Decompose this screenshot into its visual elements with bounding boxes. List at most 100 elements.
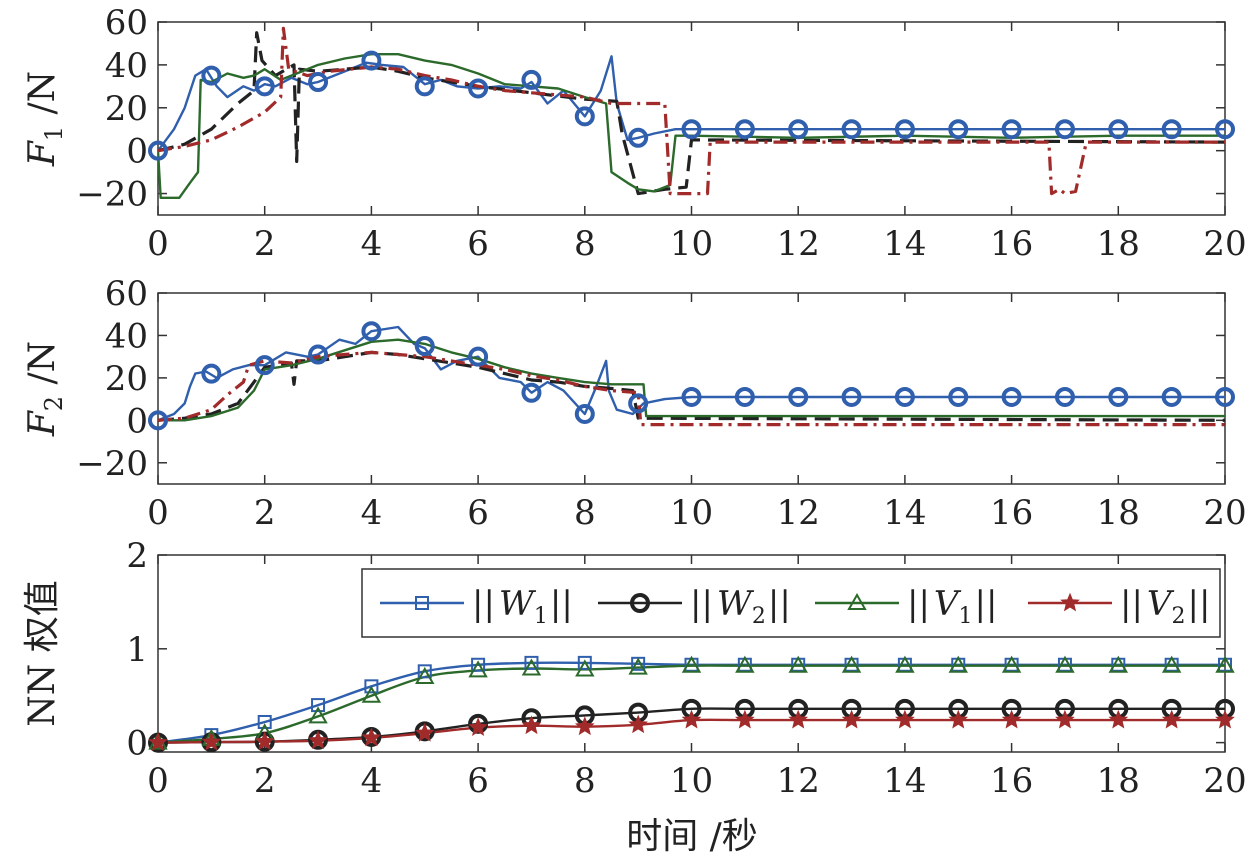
series-group (158, 26, 1225, 199)
x-tick-label: 16 (990, 224, 1033, 264)
y-tick-label: 60 (105, 3, 148, 43)
data-point-marker (254, 76, 275, 97)
data-point-marker (735, 655, 755, 673)
data-point-marker (628, 714, 648, 734)
data-point-marker (948, 709, 969, 729)
data-point-marker (734, 386, 755, 407)
y-tick-label: −20 (76, 444, 148, 484)
series-line-black (158, 31, 1225, 196)
data-point-marker (574, 106, 595, 127)
y-tick-label: 2 (126, 536, 148, 576)
data-point-marker (414, 76, 435, 97)
series-line (158, 664, 1225, 744)
data-point-marker (1055, 655, 1075, 673)
x-tick-label: 2 (254, 224, 276, 264)
data-point-marker (681, 119, 702, 140)
x-tick-label: 18 (1097, 761, 1140, 801)
data-point-marker (201, 65, 222, 86)
x-tick-label: 10 (670, 761, 713, 801)
data-point-marker (1001, 119, 1022, 140)
x-tick-label: 14 (883, 493, 926, 533)
data-point-marker (361, 321, 382, 342)
data-point-marker (734, 119, 755, 140)
legend-label: || V1|| (907, 584, 997, 629)
data-point-marker (681, 655, 702, 673)
data-point-marker (788, 709, 809, 729)
data-point-marker (948, 119, 969, 140)
data-point-marker (1001, 386, 1022, 407)
data-point-marker (257, 714, 272, 729)
series-line-red (158, 350, 1225, 427)
data-point-marker (841, 119, 862, 140)
data-point-marker (628, 127, 649, 148)
data-point-marker (471, 657, 486, 672)
data-point-marker (1161, 386, 1182, 407)
x-tick-label: 2 (254, 493, 276, 533)
data-point-marker (788, 386, 809, 407)
x-tick-label: 16 (990, 493, 1033, 533)
x-tick-label: 6 (467, 493, 489, 533)
data-point-marker (361, 50, 382, 71)
data-point-marker (308, 706, 328, 724)
data-point-marker (575, 659, 595, 677)
data-point-marker (681, 386, 702, 407)
x-tick-label: 4 (361, 224, 383, 264)
x-tick-label: 0 (147, 224, 169, 264)
data-point-marker (894, 119, 915, 140)
x-tick-label: 18 (1097, 224, 1140, 264)
x-tick-label: 2 (254, 761, 276, 801)
data-point-marker (574, 716, 595, 736)
data-point-marker (361, 727, 382, 747)
data-point-marker (1001, 709, 1022, 729)
legend-entry: || V1|| (815, 584, 997, 629)
data-point-marker (311, 698, 326, 713)
data-point-marker (524, 655, 539, 670)
x-tick-label: 10 (670, 493, 713, 533)
x-tick-label: 8 (574, 493, 596, 533)
data-point-marker (521, 382, 542, 403)
data-point-marker (1108, 386, 1129, 407)
legend-entry: || V2|| (1028, 584, 1210, 629)
legend-entry: || W1|| (380, 584, 573, 629)
data-point-marker (1108, 655, 1129, 673)
data-point-marker (1161, 119, 1182, 140)
data-point-marker (468, 660, 488, 678)
x-tick-label: 12 (777, 224, 820, 264)
legend-marker (1060, 592, 1080, 612)
data-point-marker (414, 722, 435, 742)
data-point-marker (841, 709, 862, 729)
y-tick-label: 60 (105, 274, 148, 314)
data-point-marker (1108, 709, 1129, 729)
plot-frame (157, 21, 1226, 216)
data-point-marker (415, 666, 435, 684)
series-line-green (158, 338, 1225, 422)
data-point-marker (521, 69, 542, 90)
data-point-marker (1055, 709, 1075, 729)
y-axis-title: F2 /N (22, 341, 68, 437)
data-point-marker (521, 658, 542, 676)
legend-label: || W2|| (690, 584, 791, 629)
x-tick-label: 4 (361, 761, 383, 801)
data-point-marker (895, 655, 915, 673)
x-tick-label: 6 (467, 224, 489, 264)
y-tick-label: 0 (126, 401, 148, 441)
data-point-marker (1215, 386, 1235, 407)
x-tick-label: 4 (361, 493, 383, 533)
data-point-marker (948, 655, 968, 673)
x-tick-label: 20 (1203, 761, 1246, 801)
y-tick-label: 1 (126, 630, 148, 670)
y-tick-label: −20 (76, 175, 148, 215)
x-axis-title: 时间 /秒 (626, 816, 758, 857)
x-tick-label: 20 (1203, 493, 1246, 533)
data-point-marker (521, 715, 542, 735)
legend: || W1|| || W2|| || V1|| || V2|| (361, 568, 1221, 638)
data-point-marker (788, 655, 808, 673)
data-point-marker (574, 403, 595, 424)
y-tick-label: 0 (126, 132, 148, 172)
data-point-marker (364, 679, 379, 694)
data-point-marker (308, 730, 328, 750)
data-point-marker (577, 655, 592, 670)
legend-entry: || W2|| (598, 584, 791, 629)
data-point-marker (308, 344, 329, 365)
